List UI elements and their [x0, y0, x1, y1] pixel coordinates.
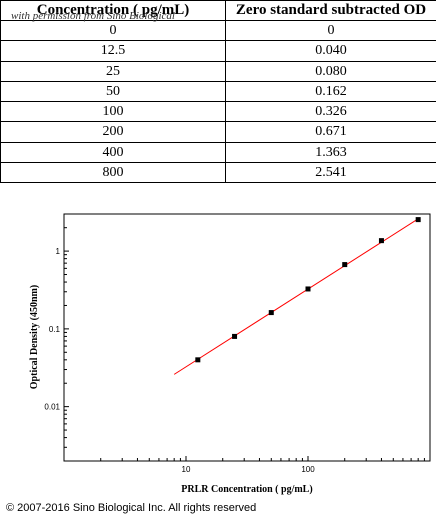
x-axis-title: PRLR Concentration ( pg/mL): [181, 484, 312, 495]
concentration-cell: 50: [0, 80, 226, 103]
column-header-concentration: Concentration ( pg/mL) with permission f…: [0, 0, 226, 22]
data-point: [342, 262, 348, 268]
table-header-row: Concentration ( pg/mL) with permission f…: [0, 0, 436, 22]
data-points: [195, 217, 421, 363]
od-cell: 0.040: [225, 40, 436, 62]
od-cell: 0: [225, 19, 436, 42]
concentration-cell: 12.5: [0, 40, 226, 62]
x-axis-ticks: 10 100: [100, 456, 425, 474]
data-point: [378, 238, 384, 244]
concentration-cell: 100: [0, 100, 226, 123]
od-cell: 0.080: [225, 60, 436, 82]
data-point: [305, 286, 311, 292]
od-cell: 0.671: [225, 121, 436, 143]
data-point: [232, 333, 238, 339]
concentration-cell: 800: [0, 161, 226, 184]
od-cell: 0.326: [225, 100, 436, 123]
od-cell: 0.162: [225, 80, 436, 103]
table-row: 25 0.080: [0, 60, 436, 82]
concentration-cell: 25: [0, 60, 226, 82]
od-cell: 2.541: [225, 161, 436, 184]
standard-curve-table: Concentration ( pg/mL) with permission f…: [0, 0, 436, 184]
y-tick-label: 1: [56, 247, 61, 256]
column-header-od: Zero standard subtracted OD: [225, 0, 436, 21]
data-point: [415, 217, 421, 223]
y-tick-label: 0.01: [44, 403, 60, 412]
copyright-notice: © 2007-2016 Sino Biological Inc. All rig…: [6, 502, 257, 514]
y-axis-title: Optical Density (450nm): [29, 285, 40, 389]
y-axis-ticks: 0.01 0.1 1: [44, 227, 69, 448]
x-tick-label: 10: [182, 465, 191, 474]
table-row: 200 0.671: [0, 121, 436, 143]
data-point: [195, 357, 201, 363]
table-row: 50 0.162: [0, 80, 436, 103]
watermark-text: with permission from Sino Biological: [11, 10, 175, 22]
plot-frame: [63, 213, 431, 462]
column-header-label: Concentration ( pg/mL): [36, 2, 190, 18]
table-row: 12.5 0.040: [0, 40, 436, 62]
standard-curve-chart: 10 100 0.01 0.1 1 PRLR Concentration ( pg/m…: [29, 213, 431, 495]
od-cell: 1.363: [225, 141, 436, 163]
data-point: [268, 310, 274, 316]
y-tick-label: 0.1: [49, 325, 61, 334]
table-row: 100 0.326: [0, 100, 436, 123]
table-row: 400 1.363: [0, 141, 436, 163]
table-row: 800 2.541: [0, 161, 436, 184]
concentration-cell: 400: [0, 141, 226, 163]
concentration-cell: 200: [0, 121, 226, 143]
fit-line: [173, 218, 419, 375]
x-tick-label: 100: [301, 465, 315, 474]
